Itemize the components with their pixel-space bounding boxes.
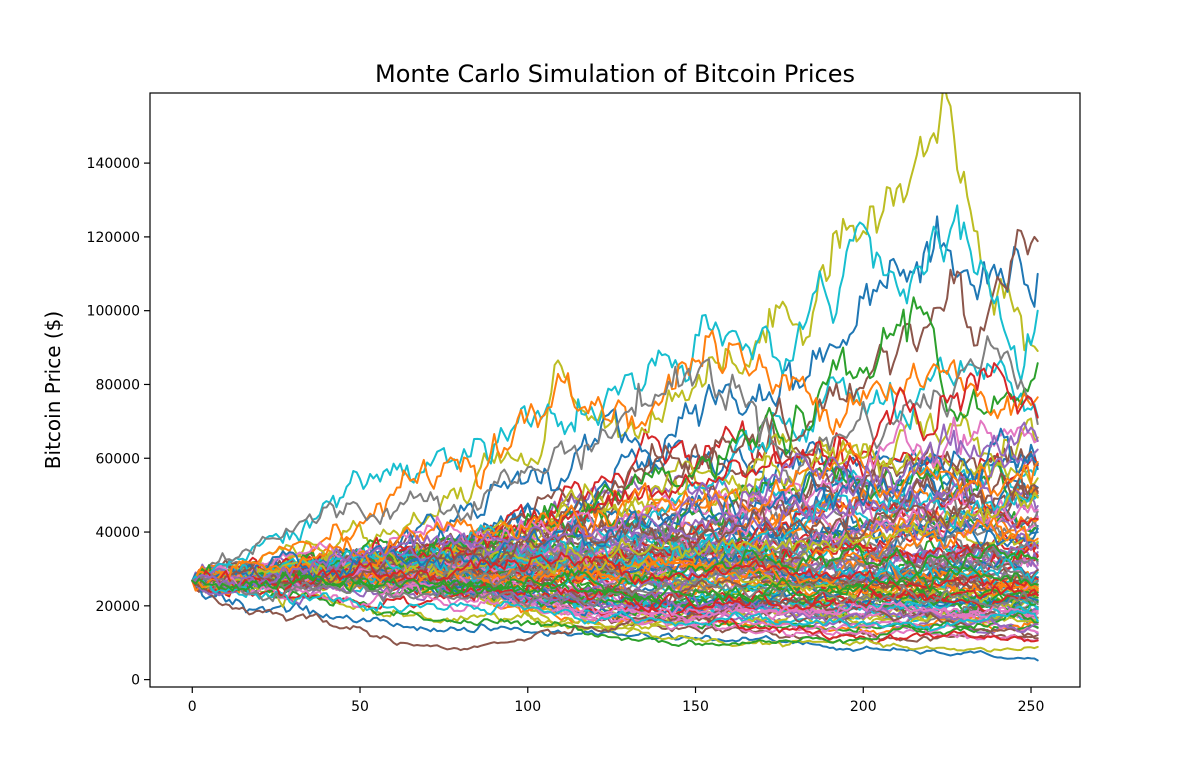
series-line: [191, 543, 1039, 597]
y-tick-label: 60000: [95, 451, 140, 467]
series-line: [191, 296, 1039, 591]
series-line: [191, 436, 1039, 590]
series-line: [191, 204, 1039, 590]
y-tick-label: 120000: [87, 230, 140, 246]
y-tick-label: 80000: [95, 377, 140, 393]
y-tick-label: 40000: [95, 525, 140, 541]
plot-frame: [149, 92, 1081, 688]
series-line: [191, 416, 1039, 587]
series-line: [191, 442, 1039, 589]
series-line: [191, 551, 1039, 598]
series-line: [191, 565, 1039, 603]
series-line: [191, 335, 1039, 582]
y-tick-label: 0: [131, 673, 140, 689]
y-axis-label: Bitcoin Price ($): [41, 311, 65, 469]
x-tick-label: 0: [188, 699, 197, 715]
chart-title: Monte Carlo Simulation of Bitcoin Prices: [375, 60, 855, 88]
x-tick-label: 100: [514, 699, 541, 715]
series-line: [191, 579, 1039, 652]
series-line: [191, 362, 1039, 587]
series-line: [191, 93, 1039, 584]
series-line: [191, 421, 1039, 588]
series-line: [191, 579, 1039, 662]
series-line: [191, 575, 1039, 632]
series-line: [191, 575, 1039, 623]
x-tick-label: 50: [351, 699, 369, 715]
x-tick-label: 200: [850, 699, 877, 715]
series-layer: [191, 93, 1039, 662]
y-tick-label: 20000: [95, 599, 140, 615]
x-tick-label: 150: [682, 699, 709, 715]
y-tick-label: 100000: [87, 304, 140, 320]
series-line: [191, 472, 1039, 589]
series-line: [191, 546, 1039, 594]
series-line: [191, 564, 1039, 647]
x-tick-label: 250: [1018, 699, 1045, 715]
y-tick-label: 140000: [87, 156, 140, 172]
series-line: [191, 514, 1039, 588]
axes: 0 50 100 150 200 250 0 20000 40000 60000 80000 1000…: [87, 92, 1081, 715]
